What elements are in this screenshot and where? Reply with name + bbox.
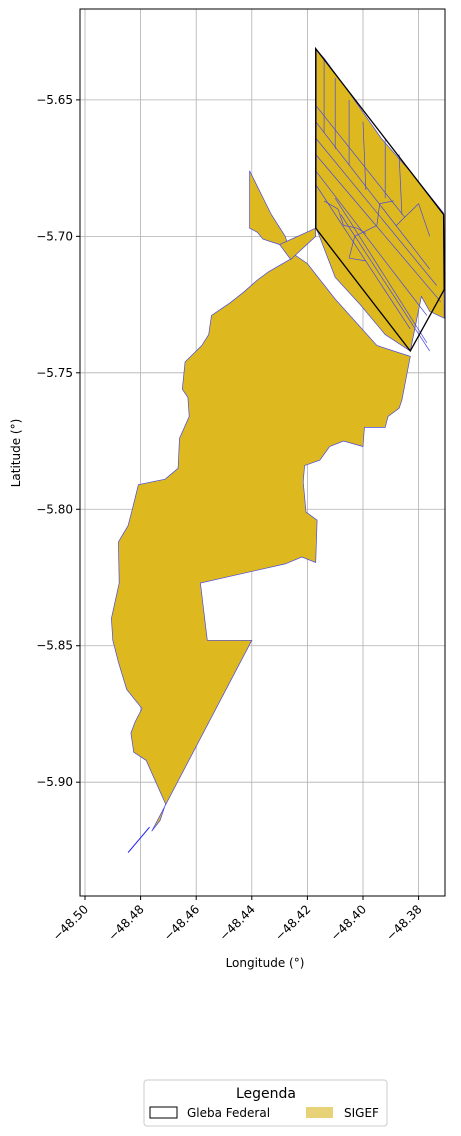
sigef-parcel-boundary	[418, 203, 431, 237]
x-tick-label: −48.44	[217, 902, 258, 943]
sigef-parcel-boundary	[315, 137, 437, 286]
sigef-line-feature	[127, 826, 150, 853]
sigef-parcel-boundary	[398, 154, 403, 215]
y-tick-label: −5.65	[36, 93, 73, 107]
sigef-parcel-boundary	[362, 121, 367, 190]
sigef-parcel-strip	[279, 227, 317, 261]
sigef-parcel-boundary	[357, 227, 366, 234]
sigef-parcel-boundary	[349, 257, 366, 262]
x-tick-label: −48.38	[383, 902, 424, 943]
y-tick-label: −5.80	[36, 502, 73, 516]
legend-label-gleba: Gleba Federal	[187, 1106, 270, 1120]
sigef-parcel-boundary	[315, 184, 411, 330]
x-tick-label: −48.42	[272, 902, 313, 943]
gleba-federal-outline	[315, 46, 445, 353]
legend-swatch-gleba	[149, 1106, 178, 1119]
y-tick-label: −5.75	[36, 366, 73, 380]
sigef-parcel-boundary	[334, 197, 428, 343]
legend-title: Legenda	[236, 1086, 296, 1102]
y-tick-label: −5.90	[36, 775, 73, 789]
sigef-parcel-boundary	[323, 200, 339, 210]
legend: Legenda Gleba Federal SIGEF	[143, 1079, 388, 1127]
sigef-parcel-north	[315, 48, 445, 352]
sigef-parcel-boundary	[379, 200, 394, 204]
sigef-parcel-boundary	[354, 225, 378, 237]
sigef-parcel-boundary	[343, 225, 358, 229]
sigef-parcel-boundary	[315, 170, 428, 316]
x-tick-label: −48.50	[50, 902, 91, 943]
axes-frame	[79, 8, 446, 897]
sigef-parcel-main	[111, 170, 411, 832]
sigef-parcel-boundary	[315, 105, 405, 218]
y-tick-label: −5.70	[36, 229, 73, 243]
legend-swatch-sigef	[306, 1107, 333, 1118]
x-tick-label: −48.40	[328, 902, 369, 943]
sigef-parcel-boundary	[376, 203, 381, 226]
map-layers	[111, 46, 445, 853]
sigef-parcel-boundary	[396, 203, 419, 226]
y-axis-title: Latitude (°)	[9, 419, 23, 488]
y-tick-label: −5.85	[36, 639, 73, 653]
x-tick-label: −48.48	[105, 902, 146, 943]
x-tick-label: −48.46	[161, 902, 202, 943]
x-axis-title: Longitude (°)	[226, 956, 305, 970]
sigef-parcel-boundary	[337, 208, 344, 226]
sigef-parcel-boundary	[348, 236, 356, 259]
sigef-parcel-boundary	[315, 121, 430, 270]
legend-label-sigef: SIGEF	[344, 1106, 379, 1120]
sigef-parcel-boundary	[340, 214, 430, 352]
sigef-parcel-boundary	[315, 154, 442, 303]
